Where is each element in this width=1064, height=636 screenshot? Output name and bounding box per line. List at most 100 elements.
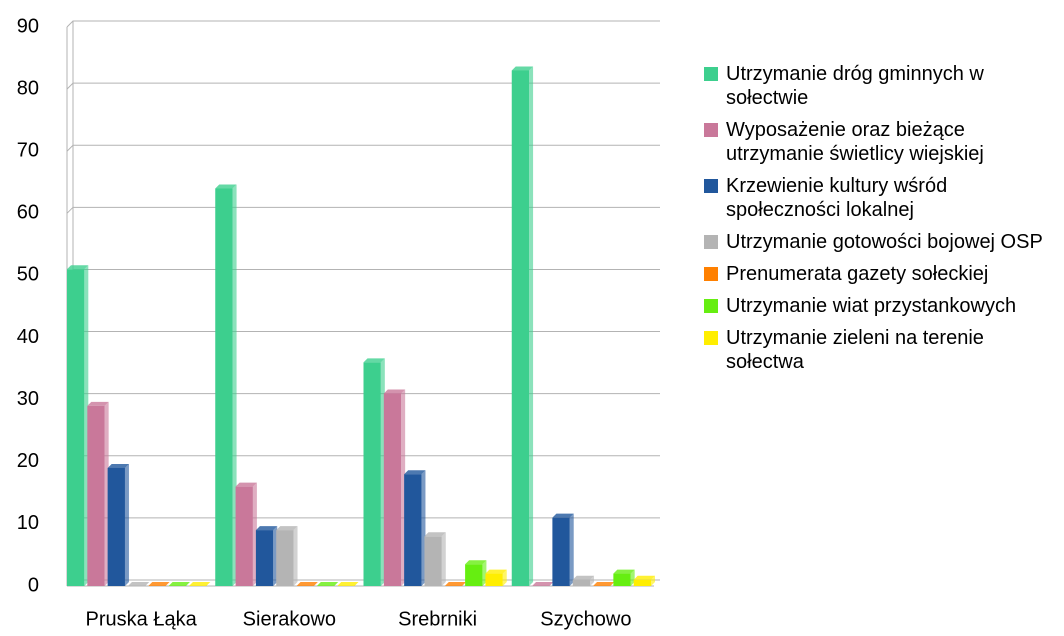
y-tick-label: 10: [17, 512, 39, 534]
bar: [87, 405, 105, 586]
bar-side: [441, 532, 446, 586]
bar-group: [107, 463, 129, 586]
legend-item: Utrzymanie zieleni na terenie sołectwa: [700, 326, 1060, 374]
bar-group: [404, 470, 426, 586]
grid-line: [66, 268, 660, 276]
bar-top: [424, 532, 446, 537]
bar-group: [532, 582, 554, 586]
bar-top: [276, 526, 298, 531]
bar: [107, 467, 125, 586]
bar-top: [383, 389, 406, 394]
bar-top: [215, 184, 237, 189]
y-tick-label: 50: [17, 264, 39, 286]
bar-side: [651, 575, 655, 586]
bar-top: [235, 482, 257, 487]
grid-line: [66, 331, 660, 338]
bar: [363, 362, 381, 586]
bar-top: [511, 66, 534, 71]
bar-top: [465, 560, 487, 565]
bar-top: [613, 569, 635, 574]
bar-top: [255, 526, 278, 531]
y-tick-label: 80: [17, 77, 39, 99]
bar-group: [296, 582, 318, 586]
legend-label: Krzewienie kultury wśród społeczności lo…: [726, 175, 948, 221]
bar-group: [316, 582, 339, 586]
bar: [383, 393, 402, 586]
bar-group: [337, 582, 359, 586]
chart: 0 10 20 30 40 50 60 70 80 90 Pruska Łąka Sierakowo S…: [17, 15, 660, 630]
bar-group: [465, 560, 487, 586]
bar-side: [569, 513, 574, 586]
grid-line: [66, 82, 660, 90]
bar-group: [127, 582, 150, 586]
bar-side: [529, 66, 534, 586]
legend-swatch: [704, 67, 718, 81]
bar-side: [293, 526, 298, 586]
bar-group: [67, 265, 89, 586]
bar-side: [232, 184, 237, 586]
bar-top: [532, 582, 554, 586]
bar-top: [444, 582, 467, 586]
legend-item: Wyposażenie oraz bieżące utrzymanie świe…: [700, 118, 1060, 166]
legend-label: Utrzymanie gotowości bojowej OSP: [726, 231, 1043, 253]
bar-group: [424, 532, 446, 586]
bar-top: [572, 575, 595, 580]
legend-label: Wyposażenie oraz bieżące utrzymanie świe…: [726, 119, 984, 165]
bar-top: [485, 569, 507, 574]
y-tick-label: 40: [17, 326, 39, 348]
bar-group: [188, 582, 211, 586]
legend-swatch: [704, 299, 718, 313]
legend-item: Krzewienie kultury wśród społeczności lo…: [700, 174, 1060, 222]
bar-top: [127, 582, 150, 586]
bar-group: [215, 184, 237, 586]
bar-top: [593, 582, 615, 586]
x-tick-label: Pruska Łąka: [86, 608, 198, 630]
legend-swatch: [704, 267, 718, 281]
bar-side: [124, 463, 129, 586]
bar-group: [148, 582, 170, 586]
bar-group: [444, 582, 467, 586]
bar-top: [168, 582, 190, 586]
bar: [552, 517, 570, 586]
bar-group: [276, 526, 298, 586]
bar-top: [107, 463, 129, 468]
bar-top: [633, 575, 655, 580]
bar: [67, 269, 85, 586]
legend-swatch: [704, 235, 718, 249]
bar-group: [511, 66, 534, 586]
bar: [276, 530, 294, 586]
x-tick-label: Srebrniki: [398, 608, 477, 630]
y-tick-label: 20: [17, 450, 39, 472]
bar: [511, 70, 530, 586]
grid-line: [66, 144, 660, 152]
bar-group: [168, 582, 190, 586]
legend-label: Utrzymanie dróg gminnych w sołectwie: [726, 63, 984, 109]
legend-item: Utrzymanie dróg gminnych w sołectwie: [700, 62, 1060, 110]
bar-group: [363, 358, 385, 586]
bar-group: [485, 569, 507, 586]
legend-item: Prenumerata gazety sołeckiej: [700, 262, 1060, 286]
bar-top: [552, 513, 574, 518]
bar-top: [316, 582, 339, 586]
legend-swatch: [704, 331, 718, 345]
bar: [465, 564, 483, 586]
bar-group: [572, 575, 595, 586]
bar: [424, 536, 442, 586]
grid-line: [66, 20, 660, 28]
y-tick-label: 70: [17, 140, 39, 162]
bar-top: [67, 265, 89, 270]
bar-top: [87, 401, 109, 406]
bar: [485, 573, 503, 586]
legend: Utrzymanie dróg gminnych w sołectwie Wypo…: [700, 62, 1060, 382]
y-tick-label: 60: [17, 202, 39, 224]
y-tick-label: 90: [17, 15, 39, 37]
legend-label: Utrzymanie wiat przystankowych: [726, 295, 1017, 317]
bar-group: [383, 389, 406, 586]
legend-label: Utrzymanie zieleni na terenie sołectwa: [726, 327, 984, 373]
bar: [215, 188, 233, 586]
bar: [633, 579, 651, 586]
bar: [404, 474, 422, 586]
bar-group: [633, 575, 655, 586]
bar-top: [337, 582, 359, 586]
